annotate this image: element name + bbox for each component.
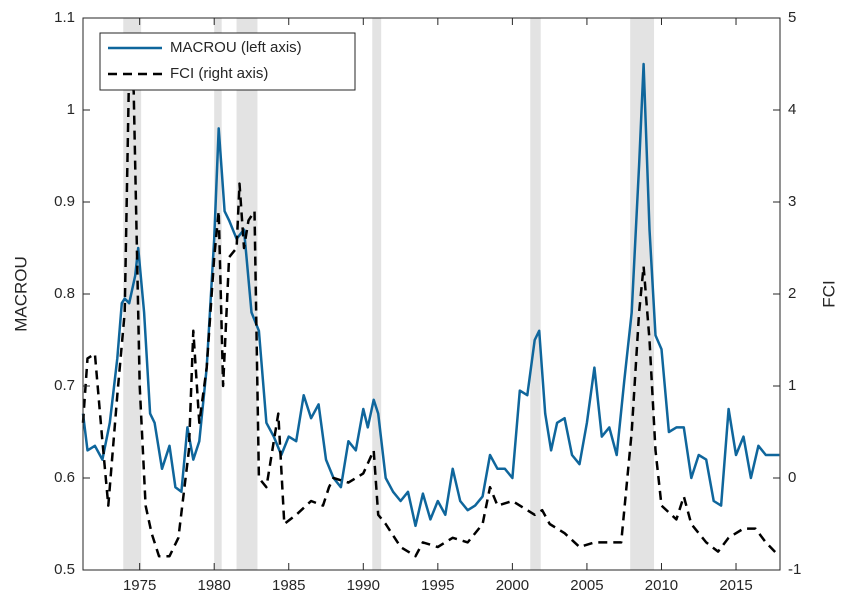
y-tick-label: 0.5: [54, 561, 75, 578]
y2-tick-label: 5: [788, 9, 796, 26]
y2-tick-label: 4: [788, 101, 796, 118]
y2-tick-label: 0: [788, 469, 796, 486]
x-tick-label: 2005: [570, 577, 603, 594]
x-tick-label: 1975: [123, 577, 156, 594]
recession-shade: [530, 18, 541, 570]
x-tick-label: 1990: [347, 577, 380, 594]
y-tick-label: 0.9: [54, 193, 75, 210]
x-tick-label: 1980: [198, 577, 231, 594]
y2-tick-label: 3: [788, 193, 796, 210]
series-line: [81, 62, 781, 558]
y-axis-label: MACROU: [11, 256, 30, 332]
x-tick-label: 2000: [496, 577, 529, 594]
y2-tick-label: 2: [788, 285, 796, 302]
y-tick-label: 0.7: [54, 377, 75, 394]
legend-label: FCI (right axis): [170, 65, 268, 82]
legend: MACROU (left axis) FCI (right axis): [99, 32, 356, 91]
recession-shade: [236, 18, 258, 570]
x-tick-label: 2015: [719, 577, 752, 594]
x-tick-label: 1995: [421, 577, 454, 594]
y-tick-label: 1: [67, 101, 75, 118]
x-tick-label: 1985: [272, 577, 305, 594]
y-tick-label: 0.8: [54, 285, 75, 302]
recession-shade: [372, 18, 382, 570]
legend-label: MACROU (left axis): [170, 39, 302, 56]
y2-tick-label: -1: [788, 561, 801, 578]
y2-tick-label: 1: [788, 377, 796, 394]
series-line: [81, 62, 780, 528]
x-tick-label: 2010: [645, 577, 678, 594]
y-tick-label: 0.6: [54, 469, 75, 486]
plot-frame: [82, 17, 781, 571]
y2-axis-label: FCI: [819, 280, 838, 307]
legend-box: [99, 32, 356, 91]
y-tick-label: 1.1: [54, 9, 75, 26]
recession-shade: [214, 18, 222, 570]
